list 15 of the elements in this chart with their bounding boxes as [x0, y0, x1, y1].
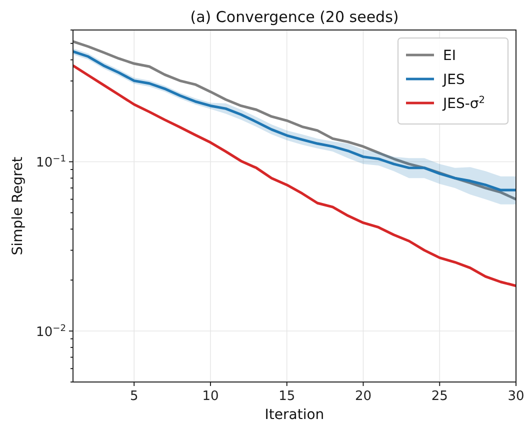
x-tick-label: 30 — [508, 389, 524, 404]
legend-label: EI — [443, 48, 456, 64]
x-tick-label: 5 — [130, 389, 138, 404]
line-series — [73, 64, 516, 288]
legend-label: JES — [442, 72, 465, 88]
x-tick-label: 20 — [354, 389, 372, 404]
x-tick-label: 10 — [202, 389, 219, 404]
legend-label: JES-σ$^{2}$ — [442, 94, 486, 112]
x-axis-title: Iteration — [264, 407, 324, 423]
y-axis-title: Simple Regret — [10, 156, 26, 256]
chart-title: (a) Convergence (20 seeds) — [190, 8, 399, 26]
x-tick-label: 25 — [431, 389, 448, 404]
y-tick-label: 10$^{−2}$ — [36, 324, 66, 340]
y-tick-label: 10$^{−1}$ — [36, 154, 66, 171]
x-tick-label: 15 — [278, 389, 296, 404]
